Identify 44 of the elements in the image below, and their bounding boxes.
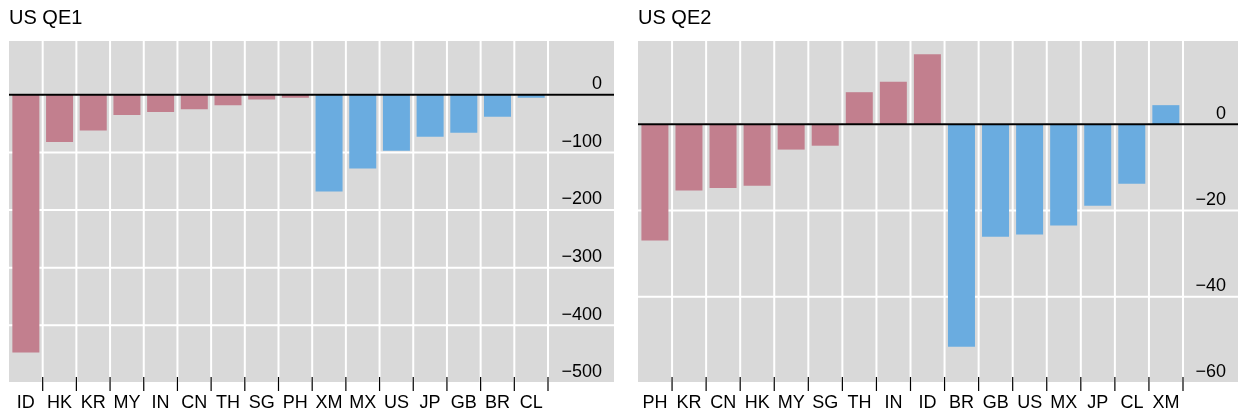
y-tick-label: −300 [561,246,602,267]
x-tick-label: TH [847,392,872,409]
x-tick-label: TH [215,392,240,409]
x-tick-label: BR [949,392,975,409]
y-tick-label: −100 [561,130,602,151]
x-tick-label: US [1017,392,1043,409]
y-tick-label: 0 [1215,102,1226,123]
x-tick-label: PH [642,392,668,409]
y-tick-label: −500 [561,361,602,382]
x-tick-label: MY [777,392,805,409]
x-tick-label: GB [982,392,1009,409]
y-tick-label: 0 [591,73,602,94]
x-tick-label: GB [450,392,477,409]
x-tick-label: CN [710,392,737,409]
x-tick-label: CL [519,392,543,409]
x-tick-label: XM [315,392,343,409]
x-tick-label: IN [884,392,903,409]
x-tick-label: JP [1087,392,1109,409]
x-tick-label: MY [113,392,141,409]
chart-title: US QE2 [638,6,712,29]
chart-title: US QE1 [9,6,83,29]
x-tick-label: SG [248,392,275,409]
y-tick-label: −200 [561,188,602,209]
x-tick-label: PH [282,392,308,409]
x-tick-label: XM [1152,392,1180,409]
x-tick-label: IN [151,392,170,409]
y-tick-label: −40 [1195,275,1226,296]
y-tick-label: −20 [1195,188,1226,209]
x-tick-label: SG [812,392,839,409]
x-tick-label: BR [484,392,510,409]
x-tick-label: MX [1050,392,1078,409]
y-tick-label: −60 [1195,361,1226,382]
x-tick-label: MX [349,392,377,409]
x-tick-label: CL [1120,392,1144,409]
x-tick-label: US [383,392,409,409]
x-tick-label: HK [47,392,73,409]
x-tick-label: ID [918,392,937,409]
x-tick-label: JP [419,392,441,409]
x-tick-label: KR [80,392,106,409]
x-tick-label: KR [676,392,702,409]
y-tick-label: −400 [561,303,602,324]
x-tick-label: CN [181,392,208,409]
x-tick-label: ID [16,392,35,409]
x-tick-label: HK [744,392,770,409]
